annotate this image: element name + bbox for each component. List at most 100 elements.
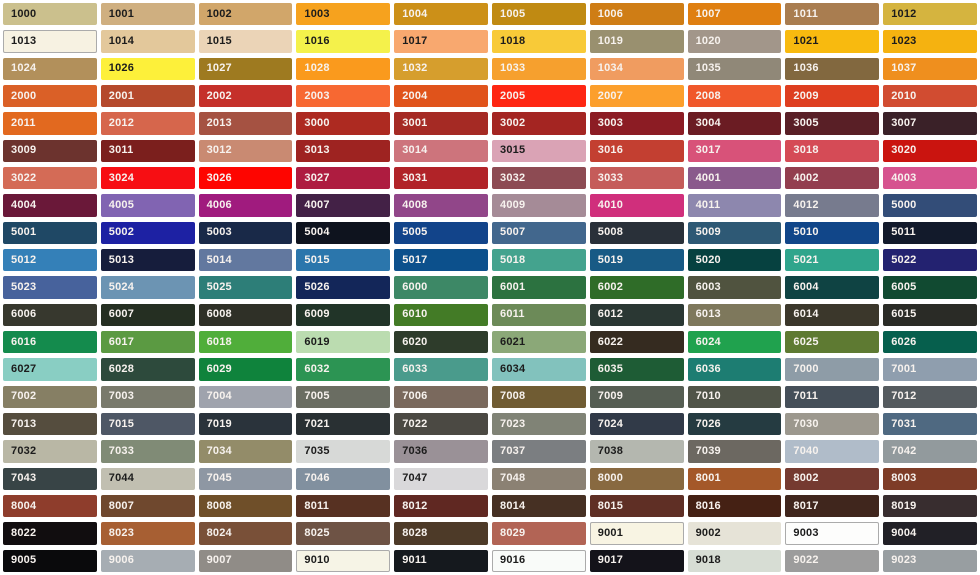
color-swatch-7000[interactable]: 7000 <box>785 358 880 381</box>
color-swatch-4001[interactable]: 4001 <box>687 167 782 190</box>
color-swatch-8002[interactable]: 8002 <box>785 467 880 490</box>
color-swatch-3017[interactable]: 3017 <box>687 139 782 162</box>
color-swatch-7005[interactable]: 7005 <box>296 385 391 408</box>
color-swatch-8024[interactable]: 8024 <box>198 522 293 545</box>
color-swatch-3013[interactable]: 3013 <box>296 139 391 162</box>
color-swatch-7031[interactable]: 7031 <box>883 413 977 436</box>
color-swatch-6025[interactable]: 6025 <box>785 331 880 354</box>
color-swatch-7037[interactable]: 7037 <box>492 440 586 463</box>
color-swatch-7048[interactable]: 7048 <box>492 467 586 490</box>
color-swatch-7036[interactable]: 7036 <box>394 440 488 463</box>
color-swatch-1035[interactable]: 1035 <box>687 57 782 80</box>
color-swatch-6005[interactable]: 6005 <box>883 276 977 299</box>
color-swatch-7012[interactable]: 7012 <box>883 385 977 408</box>
color-swatch-7008[interactable]: 7008 <box>492 385 586 408</box>
color-swatch-3005[interactable]: 3005 <box>785 112 880 135</box>
color-swatch-8028[interactable]: 8028 <box>394 522 488 545</box>
color-swatch-1023[interactable]: 1023 <box>883 30 977 53</box>
color-swatch-1007[interactable]: 1007 <box>687 3 782 26</box>
color-swatch-5026[interactable]: 5026 <box>296 276 391 299</box>
color-swatch-5002[interactable]: 5002 <box>100 221 195 244</box>
color-swatch-3012[interactable]: 3012 <box>198 139 293 162</box>
color-swatch-5015[interactable]: 5015 <box>296 249 391 272</box>
color-swatch-2002[interactable]: 2002 <box>198 85 293 108</box>
color-swatch-1028[interactable]: 1028 <box>296 57 391 80</box>
color-swatch-6009[interactable]: 6009 <box>296 303 391 326</box>
color-swatch-2008[interactable]: 2008 <box>687 85 782 108</box>
color-swatch-3033[interactable]: 3033 <box>589 167 684 190</box>
color-swatch-7022[interactable]: 7022 <box>394 413 488 436</box>
color-swatch-1019[interactable]: 1019 <box>589 30 684 53</box>
color-swatch-7033[interactable]: 7033 <box>100 440 195 463</box>
color-swatch-1003[interactable]: 1003 <box>296 3 391 26</box>
color-swatch-5022[interactable]: 5022 <box>883 249 977 272</box>
color-swatch-7042[interactable]: 7042 <box>883 440 977 463</box>
color-swatch-7009[interactable]: 7009 <box>589 385 684 408</box>
color-swatch-6029[interactable]: 6029 <box>198 358 293 381</box>
color-swatch-5021[interactable]: 5021 <box>785 249 880 272</box>
color-swatch-6022[interactable]: 6022 <box>589 331 684 354</box>
color-swatch-7026[interactable]: 7026 <box>687 413 782 436</box>
color-swatch-4012[interactable]: 4012 <box>785 194 880 217</box>
color-swatch-6015[interactable]: 6015 <box>883 303 977 326</box>
color-swatch-7004[interactable]: 7004 <box>198 385 293 408</box>
color-swatch-5005[interactable]: 5005 <box>394 221 488 244</box>
color-swatch-1024[interactable]: 1024 <box>3 57 97 80</box>
color-swatch-6018[interactable]: 6018 <box>198 331 293 354</box>
color-swatch-2013[interactable]: 2013 <box>198 112 293 135</box>
color-swatch-9016[interactable]: 9016 <box>492 549 586 572</box>
color-swatch-6036[interactable]: 6036 <box>687 358 782 381</box>
color-swatch-9017[interactable]: 9017 <box>589 549 684 572</box>
color-swatch-7001[interactable]: 7001 <box>883 358 977 381</box>
color-swatch-9005[interactable]: 9005 <box>3 549 97 572</box>
color-swatch-2011[interactable]: 2011 <box>3 112 97 135</box>
color-swatch-9002[interactable]: 9002 <box>687 522 782 545</box>
color-swatch-6007[interactable]: 6007 <box>100 303 195 326</box>
color-swatch-1018[interactable]: 1018 <box>492 30 586 53</box>
color-swatch-9003[interactable]: 9003 <box>785 522 880 545</box>
color-swatch-8016[interactable]: 8016 <box>687 495 782 518</box>
color-swatch-8001[interactable]: 8001 <box>687 467 782 490</box>
color-swatch-2010[interactable]: 2010 <box>883 85 977 108</box>
color-swatch-6032[interactable]: 6032 <box>296 358 391 381</box>
color-swatch-3027[interactable]: 3027 <box>296 167 391 190</box>
color-swatch-6027[interactable]: 6027 <box>3 358 97 381</box>
color-swatch-6026[interactable]: 6026 <box>883 331 977 354</box>
color-swatch-8022[interactable]: 8022 <box>3 522 97 545</box>
color-swatch-9023[interactable]: 9023 <box>883 549 977 572</box>
color-swatch-1011[interactable]: 1011 <box>785 3 880 26</box>
color-swatch-4011[interactable]: 4011 <box>687 194 782 217</box>
color-swatch-3007[interactable]: 3007 <box>883 112 977 135</box>
color-swatch-9018[interactable]: 9018 <box>687 549 782 572</box>
color-swatch-8029[interactable]: 8029 <box>492 522 586 545</box>
color-swatch-6020[interactable]: 6020 <box>394 331 488 354</box>
color-swatch-5009[interactable]: 5009 <box>687 221 782 244</box>
color-swatch-5008[interactable]: 5008 <box>589 221 684 244</box>
color-swatch-8019[interactable]: 8019 <box>883 495 977 518</box>
color-swatch-6003[interactable]: 6003 <box>687 276 782 299</box>
color-swatch-3004[interactable]: 3004 <box>687 112 782 135</box>
color-swatch-8017[interactable]: 8017 <box>785 495 880 518</box>
color-swatch-6035[interactable]: 6035 <box>589 358 684 381</box>
color-swatch-4007[interactable]: 4007 <box>296 194 391 217</box>
color-swatch-1015[interactable]: 1015 <box>198 30 293 53</box>
color-swatch-1021[interactable]: 1021 <box>785 30 880 53</box>
color-swatch-1001[interactable]: 1001 <box>100 3 195 26</box>
color-swatch-6012[interactable]: 6012 <box>589 303 684 326</box>
color-swatch-1027[interactable]: 1027 <box>198 57 293 80</box>
color-swatch-1012[interactable]: 1012 <box>883 3 977 26</box>
color-swatch-3009[interactable]: 3009 <box>3 139 97 162</box>
color-swatch-6006[interactable]: 6006 <box>3 303 97 326</box>
color-swatch-5014[interactable]: 5014 <box>198 249 293 272</box>
color-swatch-1036[interactable]: 1036 <box>785 57 880 80</box>
color-swatch-2003[interactable]: 2003 <box>296 85 391 108</box>
color-swatch-8023[interactable]: 8023 <box>100 522 195 545</box>
color-swatch-7032[interactable]: 7032 <box>3 440 97 463</box>
color-swatch-1020[interactable]: 1020 <box>687 30 782 53</box>
color-swatch-3000[interactable]: 3000 <box>296 112 391 135</box>
color-swatch-7045[interactable]: 7045 <box>198 467 293 490</box>
color-swatch-4002[interactable]: 4002 <box>785 167 880 190</box>
color-swatch-8008[interactable]: 8008 <box>198 495 293 518</box>
color-swatch-7039[interactable]: 7039 <box>687 440 782 463</box>
color-swatch-5003[interactable]: 5003 <box>198 221 293 244</box>
